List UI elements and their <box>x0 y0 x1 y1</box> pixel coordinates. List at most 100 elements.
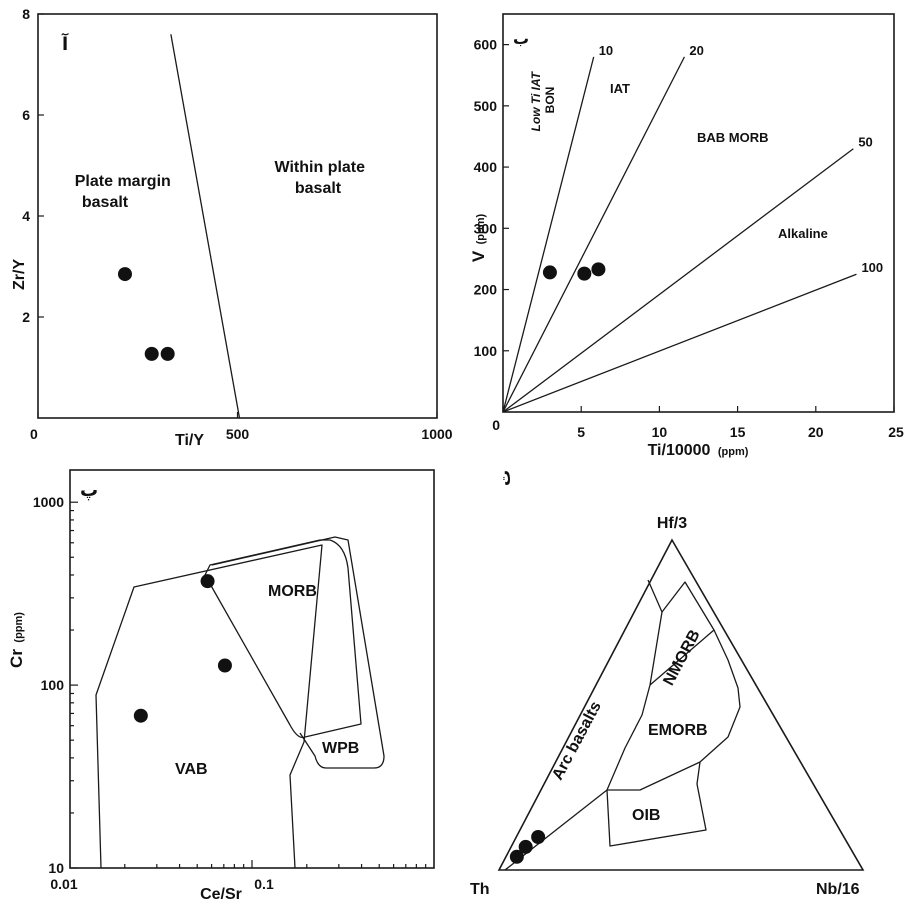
data-point <box>591 262 606 277</box>
panel-c-y-label-unit: (ppm) <box>13 612 25 643</box>
panel-d-field-label: NMORB <box>660 627 703 688</box>
panel-a-frame <box>37 13 438 419</box>
field-plate-margin-line2: basalt <box>82 194 129 211</box>
panel-a-field-label: Plate margin basalt <box>75 173 175 211</box>
ratio-line-label: 100 <box>861 260 883 275</box>
panel-b-y-label: V (ppm) <box>469 213 488 262</box>
x-tick-label: 1000 <box>421 426 452 442</box>
panel-b-field-label: IAT <box>610 81 630 96</box>
ternary-apex-left: Th <box>470 881 490 898</box>
panel-c-y-ticks: 10 100 1000 <box>33 494 78 876</box>
ternary-frame <box>497 538 865 871</box>
panel-c-field-label: VAB <box>175 761 208 778</box>
ratio-line-label: 50 <box>858 135 872 150</box>
panel-d-field-label: EMORB <box>648 722 708 739</box>
x-tick-label: 5 <box>577 424 585 440</box>
ratio-line-label: 10 <box>599 43 613 58</box>
panel-c-y-label: Cr (ppm) <box>7 612 26 668</box>
ternary-apex-right: Nb/16 <box>816 881 860 898</box>
y-tick-label: 300 <box>474 220 498 236</box>
y-tick-label: 400 <box>474 159 498 175</box>
y-tick-label: 8 <box>22 6 30 22</box>
panel-b-field-label: BAB MORB <box>697 130 769 145</box>
data-point <box>160 346 175 361</box>
data-point <box>577 266 592 281</box>
panel-c-field-label: MORB <box>268 583 317 600</box>
data-point <box>144 346 159 361</box>
y-tick-label: 2 <box>22 309 30 325</box>
ratio-line <box>502 273 857 413</box>
y-tick-label: 100 <box>41 677 65 693</box>
field-plate-margin-line1: Plate margin <box>75 173 171 190</box>
panel-d-field-label: OIB <box>632 807 660 824</box>
field-vab-boundary <box>95 544 323 869</box>
panel-c-points <box>133 574 232 723</box>
data-point <box>531 830 546 844</box>
ternary-apex-top: Hf/3 <box>657 515 687 532</box>
y-tick-label: 600 <box>474 37 498 53</box>
panel-a-y-ticks: 2 4 6 8 <box>22 6 44 325</box>
field-within-plate-line2: basalt <box>295 180 342 197</box>
panel-b-y-label-main: V <box>469 250 488 262</box>
y-tick-label: 100 <box>474 343 498 359</box>
data-point <box>217 658 232 673</box>
x-tick-label: 0.01 <box>50 876 77 892</box>
ratio-line-label: 20 <box>689 43 703 58</box>
x-tick-label: 500 <box>226 426 250 442</box>
y-tick-label: 6 <box>22 107 30 123</box>
panel-b-x-ticks: 0 5 10 15 20 25 <box>492 406 904 440</box>
panel-b-label: ب <box>513 31 529 48</box>
panel-b-field-label: Alkaline <box>778 226 828 241</box>
ratio-line <box>502 56 686 413</box>
panel-d-field-label: Arc basalts <box>549 699 605 783</box>
panel-b-field-label: Low Ti IAT BON <box>529 69 557 132</box>
panel-d: ت Arc basalts NMORB EMORB OIB Hf/3 Th Nb… <box>470 470 865 898</box>
panel-b-ratio-lines: 10 20 50 100 <box>502 43 883 413</box>
y-tick-label: 4 <box>22 208 30 224</box>
panel-a-points <box>117 267 175 361</box>
panel-d-points <box>509 830 546 864</box>
field-within-plate-line1: Within plate <box>275 159 366 176</box>
panel-c-x-label: Ce/Sr <box>200 886 242 899</box>
data-point <box>509 849 524 864</box>
data-point <box>117 267 132 282</box>
field-boundary-nmorb <box>649 581 715 686</box>
field-low-ti-line2: BON <box>543 87 557 114</box>
data-point <box>542 265 557 280</box>
panel-b-y-label-unit: (ppm) <box>475 213 487 244</box>
x-tick-label: 10 <box>652 424 668 440</box>
data-point <box>200 574 215 589</box>
field-low-ti-line1: Low Ti IAT <box>529 70 543 131</box>
x-tick-label: 20 <box>808 424 824 440</box>
field-wpb-boundary <box>211 536 385 769</box>
panel-b-y-ticks: 100 200 300 400 500 600 <box>474 37 509 359</box>
panel-b-x-label-main: Ti/10000 <box>648 442 711 459</box>
field-boundary-arc <box>606 579 663 791</box>
y-tick-label: 200 <box>474 282 498 298</box>
panel-a-y-label: Zr/Y <box>11 259 28 290</box>
y-tick-label: 10 <box>48 860 64 876</box>
panel-a: آ Plate margin basalt Within plate basal… <box>11 6 453 449</box>
panel-a-field-label: Within plate basalt <box>275 159 370 197</box>
x-tick-label: 0 <box>492 417 500 433</box>
y-tick-label: 1000 <box>33 494 64 510</box>
field-boundary-emorb <box>607 629 741 791</box>
x-tick-label: 0 <box>30 426 38 442</box>
data-point <box>518 839 533 854</box>
panel-d-label: ت <box>497 470 514 486</box>
panel-b-frame <box>502 13 895 413</box>
panel-c-x-ticks: 0.01 0.1 <box>50 860 427 892</box>
x-tick-label: 25 <box>888 424 904 440</box>
panel-c-frame <box>69 469 435 869</box>
ratio-line <box>502 148 854 413</box>
panel-c-field-label: WPB <box>322 740 359 757</box>
panel-c: پ MORB VAB WPB 0.01 0.1 10 100 1000 Ce/Sr C… <box>7 469 435 899</box>
x-tick-label: 15 <box>730 424 746 440</box>
field-boundary-oib <box>606 761 707 847</box>
panel-b-x-label: Ti/10000 (ppm) <box>648 442 749 459</box>
panel-b-x-label-unit: (ppm) <box>718 446 749 458</box>
data-point <box>133 708 148 723</box>
panel-c-y-label-main: Cr <box>7 649 26 668</box>
panel-a-x-ticks: 0 500 1000 <box>30 412 453 442</box>
